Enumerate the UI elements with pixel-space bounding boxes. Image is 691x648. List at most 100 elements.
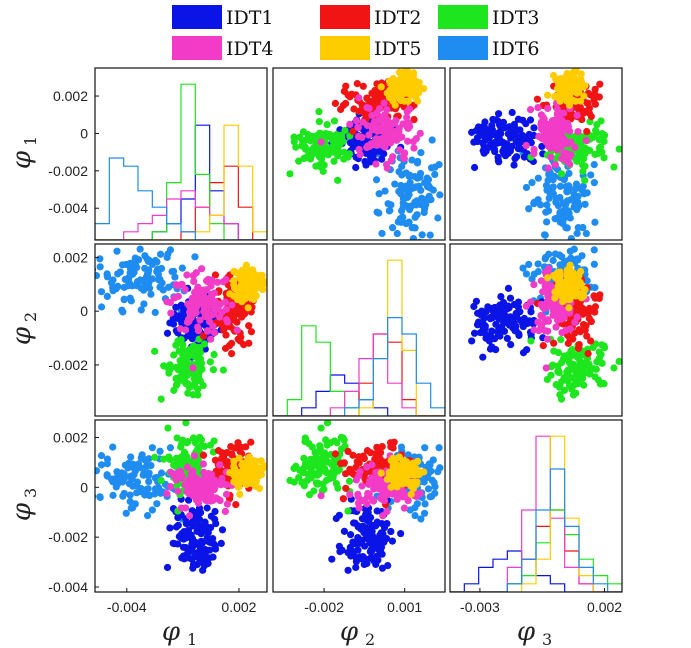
point-idt3-r2c1-100: [194, 385, 202, 393]
point-idt6-r1c3-95: [530, 198, 538, 206]
point-idt6-r3c2-65: [417, 515, 425, 523]
point-idt6-r1c2-102: [428, 136, 436, 144]
point-idt6-r1c3-30: [565, 169, 573, 178]
point-idt1-r3c2-75: [388, 537, 397, 545]
point-idt3-r1c2-57: [323, 121, 331, 129]
point-idt3-r1c2-105: [295, 157, 303, 165]
point-idt3-r2c1-56: [199, 382, 207, 390]
point-idt6-r2c1-102: [191, 253, 199, 261]
point-idt3-r3c2-91: [320, 455, 328, 463]
point-idt2-r3c2-101: [355, 453, 363, 461]
point-idt1-r2c1-101: [190, 331, 198, 340]
point-idt3-r2c1-86: [172, 363, 180, 371]
point-idt1-r3c2-38: [367, 545, 375, 554]
point-idt3-r2c1-65: [179, 341, 187, 349]
point-idt6-r1c2-97: [397, 218, 406, 226]
point-idt5-r3c2-104: [412, 464, 420, 473]
point-idt2-r3c2-86: [355, 459, 363, 467]
point-idt4-r2c1-54: [205, 317, 214, 326]
point-idt1-r1c3-104: [506, 147, 514, 155]
point-idt6-r2c1-42: [121, 275, 129, 283]
point-idt3-r1c2-71: [330, 117, 339, 125]
point-idt1-r1c3-106: [470, 163, 479, 172]
point-idt3-r2c3-82: [558, 358, 566, 367]
point-idt3-r2c1-81: [190, 374, 198, 383]
point-idt3-r2c3-81: [570, 374, 578, 383]
x-axis-label-3: φ: [517, 617, 536, 647]
point-idt3-r2c3-80: [615, 357, 622, 366]
point-idt3-r3c2-109: [311, 458, 319, 466]
point-idt6-r1c3-72: [567, 234, 575, 240]
point-idt6-r1c3-60: [534, 174, 542, 182]
point-idt6-r3c1-89: [141, 491, 149, 499]
point-idt3-r3c2-96: [301, 460, 310, 468]
point-idt5-r2c3-108: [572, 277, 580, 285]
point-idt1-r3c2-62: [354, 546, 362, 554]
legend-swatch-idt3: [438, 5, 488, 29]
point-idt3-r3c2-80: [323, 420, 332, 427]
point-idt4-r2c3-102: [566, 325, 575, 333]
point-idt1-r3c1-99: [197, 530, 205, 538]
y-axis-label-symbol: φ: [7, 502, 37, 521]
panel-frame: [94, 243, 268, 417]
point-idt6-r2c3-62: [525, 260, 533, 269]
point-idt6-r1c2-82: [375, 209, 383, 217]
point-idt4-r2c1-109: [185, 302, 194, 310]
point-idt6-r1c2-65: [417, 149, 425, 157]
point-idt3-r3c1-102: [184, 437, 192, 446]
point-idt6-r3c1-100: [137, 485, 145, 493]
point-idt6-r1c3-53: [556, 193, 564, 202]
point-idt3-r2c1-71: [210, 350, 218, 359]
point-idt6-r1c2-83: [387, 201, 395, 209]
point-idt3-r2c3-102: [596, 380, 605, 388]
point-idt6-r3c1-105: [130, 471, 138, 479]
point-idt3-r1c3-67: [595, 136, 603, 144]
point-idt5-r3c2-107: [412, 479, 420, 487]
point-idt3-r3c2-82: [322, 476, 331, 484]
point-idt1-r2c1-109: [175, 312, 183, 320]
point-idt6-r1c3-63: [574, 224, 582, 232]
y-tick-label: -0.002: [48, 357, 88, 373]
y-tick-label: 0.002: [53, 88, 88, 104]
point-idt2-r1c2-85: [359, 82, 367, 90]
point-idt1-r2c3-108: [481, 322, 489, 330]
point-idt5-r2c1-108: [230, 277, 238, 285]
point-idt3-r1c3-106: [583, 146, 592, 154]
y-axis-label-symbol: φ: [7, 326, 37, 345]
point-idt6-r1c2-62: [420, 205, 429, 213]
point-idt6-r2c1-90: [153, 258, 161, 266]
point-idt1-r3c2-70: [344, 566, 352, 574]
point-idt2-r2c3-101: [581, 326, 589, 334]
point-idt3-r2c3-58: [527, 337, 535, 345]
point-idt4-r2c1-96: [194, 323, 202, 331]
point-idt2-r2c3-38: [596, 291, 604, 299]
point-idt4-r2c1-105: [187, 314, 195, 322]
hist-idt6-var2: [273, 317, 445, 416]
point-idt3-r3c2-58: [344, 507, 352, 515]
point-idt3-r2c1-109: [178, 370, 186, 378]
point-idt6-r2c3-97: [591, 283, 599, 292]
point-idt6-r2c1-31: [137, 306, 145, 314]
point-idt3-r1c3-33: [610, 163, 618, 171]
point-idt3-r1c2-86: [318, 155, 326, 163]
point-idt3-r1c2-97: [330, 157, 338, 165]
point-idt5-r3c1-98: [230, 468, 238, 476]
point-idt4-r1c3-70: [567, 138, 575, 146]
point-idt4-r1c2-97: [416, 129, 424, 137]
point-idt6-r3c2-64: [404, 451, 412, 459]
panel-r3-c3: -0.003 0.002: [449, 419, 623, 615]
point-idt3-r1c3-109: [576, 149, 584, 157]
point-idt4-r2c1-71: [210, 289, 218, 297]
point-idt1-r2c3-76: [473, 321, 482, 329]
point-idt6-r1c2-96: [435, 160, 443, 169]
point-idt6-r2c1-79: [159, 286, 167, 294]
point-idt1-r3c1-24: [166, 524, 174, 532]
point-idt6-r1c2-89: [417, 186, 425, 194]
point-idt4-r3c1-28: [190, 452, 199, 460]
point-idt1-r3c2-108: [359, 553, 367, 561]
point-idt3-r3c2-102: [301, 437, 309, 446]
point-idt5-r3c2-108: [404, 462, 412, 470]
point-idt3-r3c2-100: [296, 466, 304, 474]
point-idt4-r1c2-31: [403, 113, 411, 122]
